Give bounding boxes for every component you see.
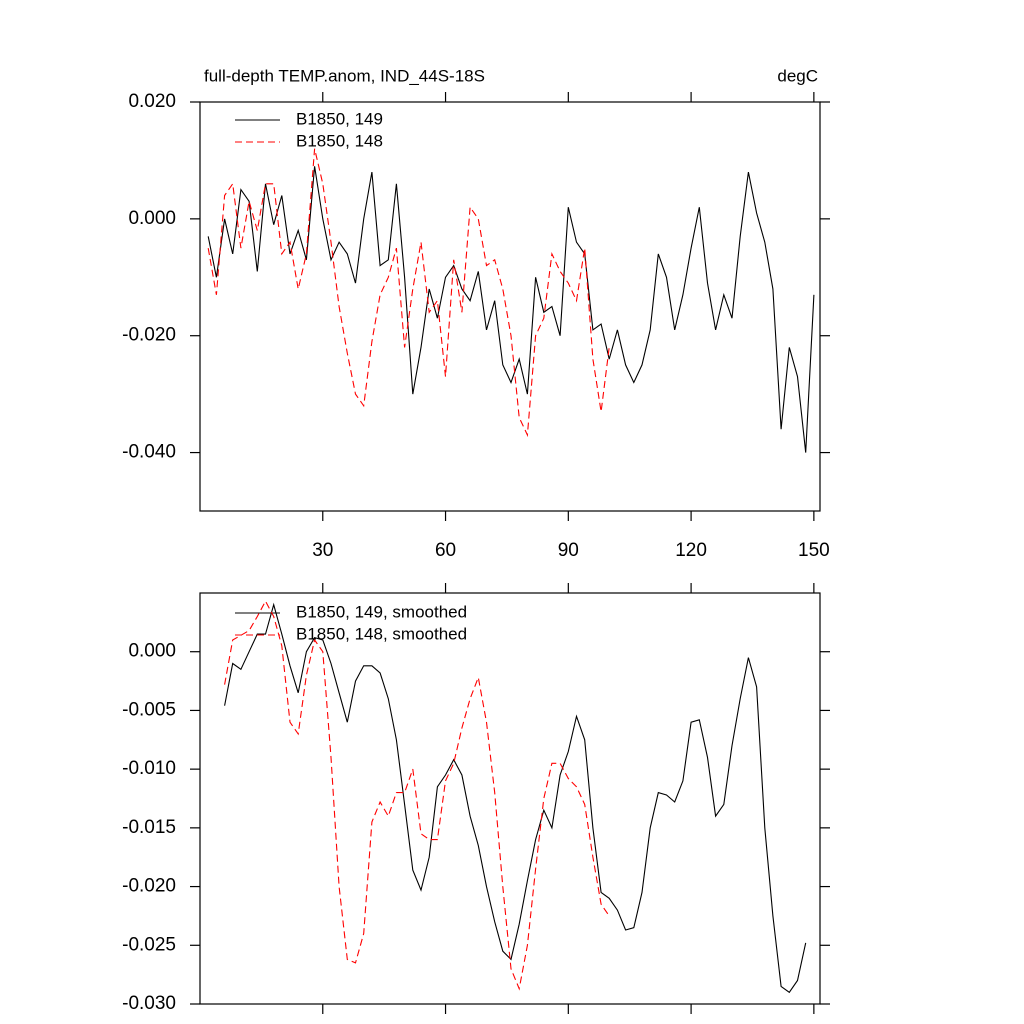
y-tick-label: 0.020 [128, 91, 176, 112]
y-tick-label: -0.005 [122, 699, 176, 720]
x-tick-label: 60 [435, 540, 456, 561]
y-tick-label: 0.000 [128, 208, 176, 229]
legend-label: B1850, 148, smoothed [296, 624, 467, 643]
x-tick-label: 30 [312, 540, 333, 561]
y-tick-label: -0.040 [122, 442, 176, 463]
x-tick-label: 90 [558, 540, 579, 561]
plot-frame [199, 592, 821, 1005]
series-line [224, 600, 610, 991]
y-tick-label: -0.025 [122, 934, 176, 955]
y-tick-label: -0.010 [122, 758, 176, 779]
series-line [224, 602, 807, 994]
series-line [207, 148, 610, 438]
y-tick-label: -0.030 [122, 993, 176, 1014]
legend-label: B1850, 149, smoothed [296, 602, 467, 621]
x-tick-label: 120 [675, 540, 707, 561]
plot-frame [199, 101, 821, 512]
x-tick-label: 150 [798, 540, 830, 561]
y-tick-label: 0.000 [128, 641, 176, 662]
units-label: degC [777, 66, 818, 85]
series-line [207, 166, 815, 453]
y-tick-label: -0.020 [122, 325, 176, 346]
legend-label: B1850, 148 [296, 131, 383, 150]
y-tick-label: -0.015 [122, 817, 176, 838]
chart-title: full-depth TEMP.anom, IND_44S-18S [204, 66, 485, 85]
y-tick-label: -0.020 [122, 876, 176, 897]
legend-label: B1850, 149 [296, 109, 383, 128]
